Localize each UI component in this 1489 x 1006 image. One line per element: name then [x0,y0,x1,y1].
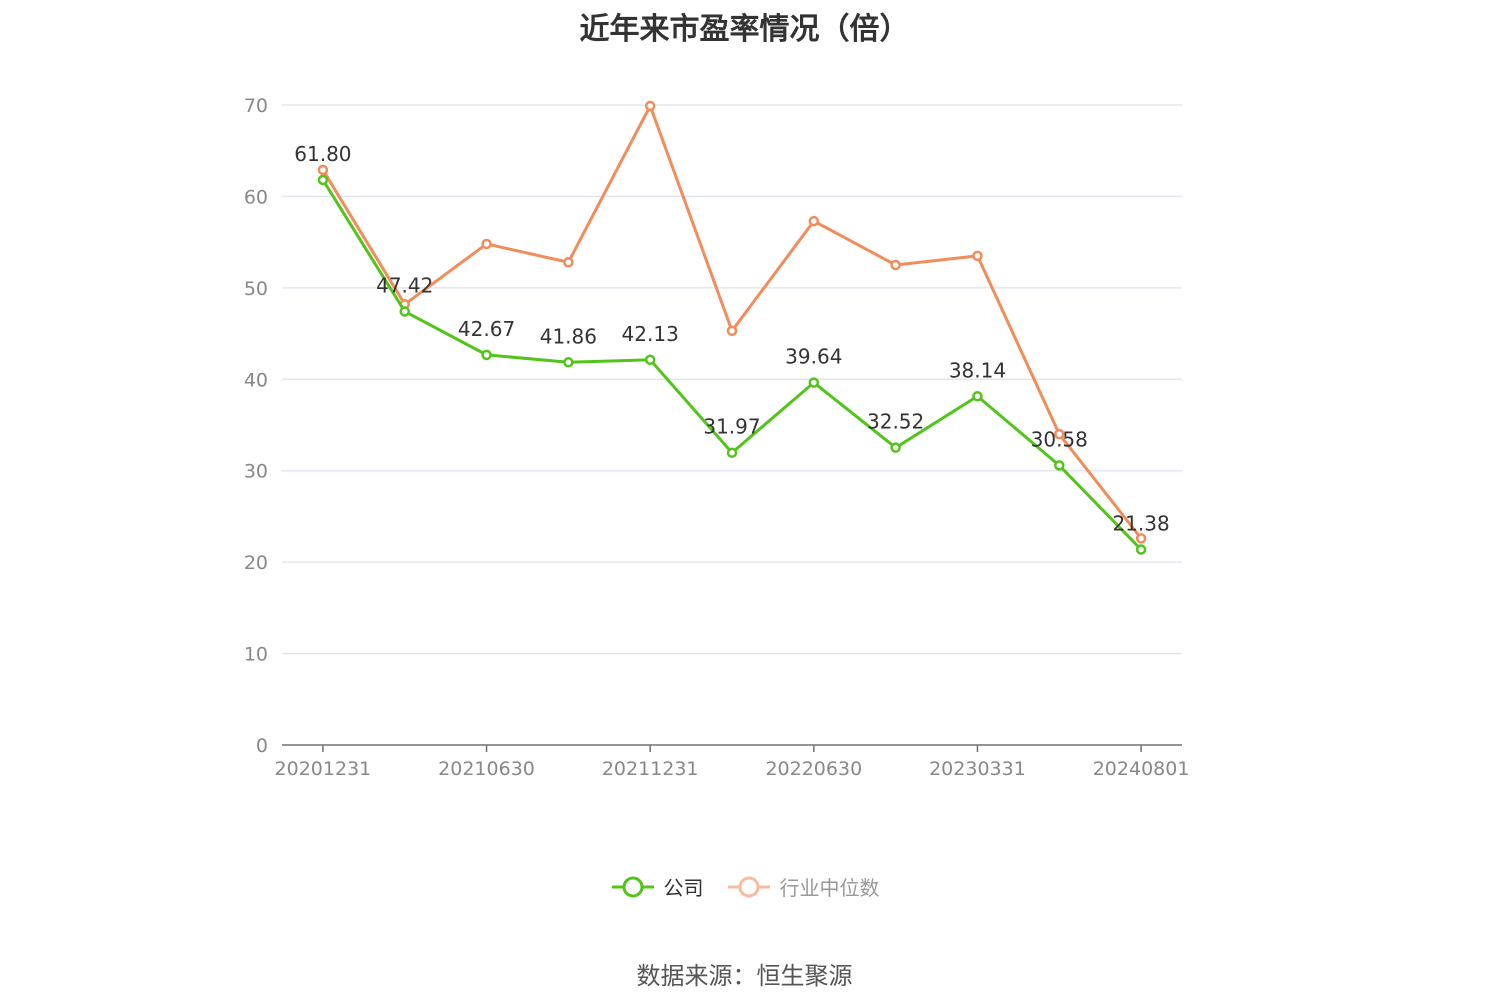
grid-lines [282,104,1182,655]
data-point[interactable] [808,215,820,227]
data-label: 42.67 [458,317,515,341]
x-tick-label: 20211231 [602,758,699,780]
data-label: 47.42 [376,273,433,297]
data-point[interactable] [972,391,983,402]
legend-industry-marker-icon [727,876,770,897]
data-point[interactable] [481,349,492,361]
data-point[interactable] [726,447,738,458]
data-label: 39.64 [785,345,842,369]
data-point[interactable] [644,354,656,366]
data-point[interactable] [399,306,410,317]
legend-company-marker-icon [611,876,654,897]
data-label: 41.86 [540,324,597,348]
x-tick-label: 20210630 [438,758,535,780]
legend-item-industry-median[interactable]: 行业中位数 [726,872,880,901]
y-tick-label: 60 [244,186,268,208]
data-point[interactable] [808,377,820,388]
chart-title: 近年来市盈率情况（倍） [579,12,910,47]
data-source: 数据来源：恒生聚源 [636,962,853,990]
data-label: 21.38 [1112,512,1169,536]
legend-item-company[interactable]: 公司 [610,872,704,901]
y-tick-label: 10 [244,644,268,666]
x-tick-label: 20201231 [275,758,372,780]
data-label: 30.58 [1031,427,1088,451]
data-label: 61.80 [294,142,351,166]
legend-label-industry-median: 行业中位数 [779,876,880,900]
series-line-1 [321,104,1143,540]
legend: 公司 行业中位数 [0,872,1489,901]
y-tick-label: 50 [244,278,268,300]
data-labels: 61.80 47.42 42.67 41.86 42.13 31.97 39.64 32.52… [294,142,1169,536]
x-tick-label: 20220630 [765,758,862,780]
data-point[interactable] [1135,533,1147,544]
data-label: 42.13 [622,322,679,346]
data-label: 31.97 [703,415,760,439]
y-tick-label: 30 [244,461,268,483]
data-point[interactable] [1054,428,1065,440]
y-tick-label: 20 [244,552,268,574]
data-point[interactable] [563,257,574,268]
axes: 0 10 20 30 40 50 60 70 20201231 20210630 20211231 2… [244,95,1190,780]
data-point[interactable] [1135,544,1147,555]
data-point[interactable] [890,259,901,271]
x-tick-label: 20230331 [929,758,1026,780]
y-tick-label: 70 [244,95,268,117]
legend-label-company: 公司 [663,876,704,900]
data-point[interactable] [563,357,574,368]
y-tick-label: 40 [244,369,268,391]
data-point[interactable] [317,164,329,176]
series-lines [317,100,1147,555]
data-point[interactable] [481,238,492,250]
data-point[interactable] [972,250,983,262]
data-point[interactable] [726,325,738,337]
data-label: 38.14 [949,358,1006,382]
data-point[interactable] [890,442,901,453]
data-point[interactable] [1054,460,1065,471]
data-label: 32.52 [867,410,924,434]
data-point[interactable] [644,100,656,112]
data-point[interactable] [317,174,329,186]
y-tick-label: 0 [256,735,268,757]
series-line-0 [321,179,1143,551]
x-tick-label: 20240801 [1093,758,1190,780]
